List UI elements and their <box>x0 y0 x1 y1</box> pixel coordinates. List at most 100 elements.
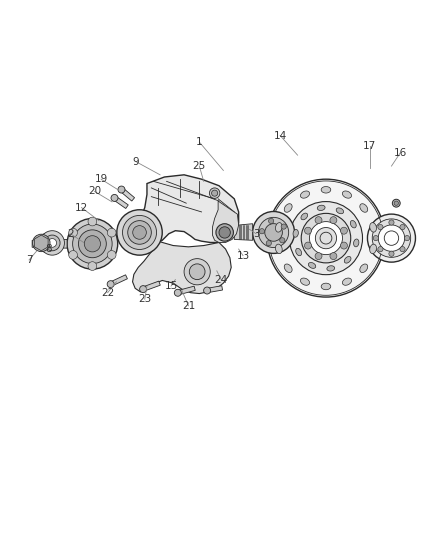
Circle shape <box>378 225 405 252</box>
Circle shape <box>174 289 181 296</box>
Ellipse shape <box>360 264 367 272</box>
Circle shape <box>404 236 410 241</box>
Text: 17: 17 <box>363 141 376 151</box>
Ellipse shape <box>370 223 376 232</box>
Text: 21: 21 <box>182 301 195 311</box>
Circle shape <box>372 219 411 257</box>
Text: 1: 1 <box>196 137 203 147</box>
Circle shape <box>367 214 416 262</box>
Ellipse shape <box>284 204 292 212</box>
Ellipse shape <box>321 283 331 290</box>
Circle shape <box>73 224 112 263</box>
Ellipse shape <box>308 262 316 269</box>
Circle shape <box>389 220 394 225</box>
Text: 22: 22 <box>101 288 114 298</box>
Circle shape <box>189 264 205 280</box>
Text: 20: 20 <box>88 187 101 196</box>
Ellipse shape <box>321 187 331 193</box>
Circle shape <box>88 262 97 270</box>
Circle shape <box>330 253 337 260</box>
Ellipse shape <box>276 244 282 254</box>
Polygon shape <box>110 275 127 286</box>
Circle shape <box>133 225 146 239</box>
Polygon shape <box>35 235 48 251</box>
Polygon shape <box>212 201 239 243</box>
Ellipse shape <box>300 191 310 198</box>
Circle shape <box>373 236 378 241</box>
Circle shape <box>128 221 152 244</box>
Circle shape <box>48 239 57 247</box>
Circle shape <box>378 247 383 252</box>
Circle shape <box>37 233 57 253</box>
Text: 8: 8 <box>46 244 52 254</box>
Polygon shape <box>207 286 223 293</box>
Circle shape <box>88 217 97 226</box>
Circle shape <box>84 236 100 252</box>
Polygon shape <box>120 188 134 201</box>
Polygon shape <box>133 241 231 294</box>
Ellipse shape <box>317 205 325 211</box>
Circle shape <box>253 212 294 253</box>
Ellipse shape <box>293 229 298 237</box>
Circle shape <box>212 190 218 196</box>
Ellipse shape <box>360 204 367 212</box>
Ellipse shape <box>300 278 310 285</box>
Circle shape <box>301 213 351 263</box>
Polygon shape <box>142 281 160 291</box>
Circle shape <box>111 195 118 201</box>
Circle shape <box>118 186 125 193</box>
Circle shape <box>258 217 289 247</box>
Text: 12: 12 <box>75 203 88 213</box>
Text: 23: 23 <box>138 294 152 304</box>
Circle shape <box>209 188 220 198</box>
Circle shape <box>378 224 383 230</box>
Ellipse shape <box>353 239 359 247</box>
Circle shape <box>117 210 162 255</box>
Circle shape <box>140 286 147 293</box>
Circle shape <box>107 228 116 237</box>
Circle shape <box>107 281 114 288</box>
Ellipse shape <box>284 264 292 272</box>
Circle shape <box>281 224 286 229</box>
Circle shape <box>268 219 274 223</box>
Circle shape <box>40 231 64 255</box>
Circle shape <box>290 201 363 274</box>
Polygon shape <box>234 224 253 240</box>
Circle shape <box>400 224 405 230</box>
Ellipse shape <box>327 266 335 271</box>
Circle shape <box>123 215 156 249</box>
Circle shape <box>78 230 106 258</box>
Circle shape <box>389 251 394 256</box>
Circle shape <box>216 224 233 241</box>
Ellipse shape <box>343 191 351 198</box>
Text: 15: 15 <box>164 281 177 291</box>
Circle shape <box>315 253 322 260</box>
Ellipse shape <box>350 221 356 228</box>
Circle shape <box>219 227 230 238</box>
Circle shape <box>267 179 385 297</box>
Circle shape <box>44 235 60 251</box>
Circle shape <box>304 242 311 249</box>
Text: 3: 3 <box>253 229 259 239</box>
Text: 13: 13 <box>237 251 250 261</box>
Circle shape <box>69 251 78 260</box>
Ellipse shape <box>370 244 376 254</box>
Circle shape <box>394 201 399 205</box>
Polygon shape <box>113 196 128 208</box>
Text: 16: 16 <box>394 148 407 158</box>
Polygon shape <box>140 175 239 244</box>
Text: 14: 14 <box>273 131 287 141</box>
Circle shape <box>315 216 322 224</box>
Ellipse shape <box>296 248 302 256</box>
Circle shape <box>204 287 211 294</box>
Circle shape <box>392 199 400 207</box>
Text: 2: 2 <box>67 229 74 239</box>
Circle shape <box>67 219 118 269</box>
Circle shape <box>304 227 311 234</box>
Ellipse shape <box>301 213 307 220</box>
Text: 9: 9 <box>133 157 139 167</box>
Text: 7: 7 <box>26 255 32 265</box>
Circle shape <box>315 228 336 249</box>
Ellipse shape <box>276 223 282 232</box>
Polygon shape <box>177 286 195 295</box>
